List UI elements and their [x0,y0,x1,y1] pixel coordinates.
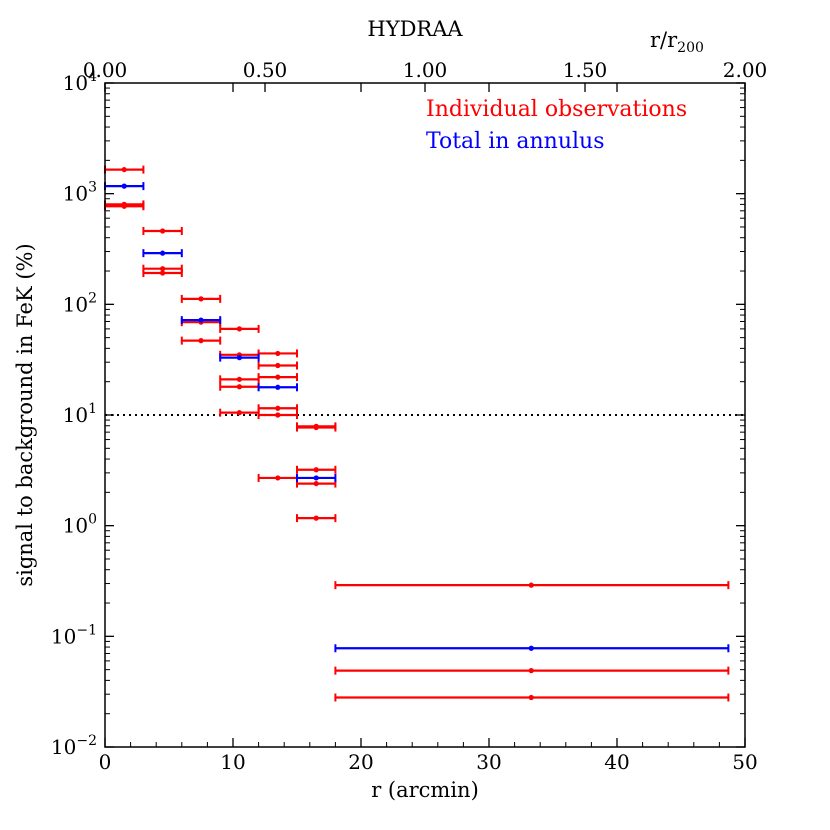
data-marker [528,668,534,674]
chart-title: HYDRAA [367,17,463,41]
data-marker [313,515,319,521]
data-point [257,373,298,382]
data-point [219,382,260,391]
y-axis-label: signal to background in FeK (%) [13,243,37,586]
data-point [296,423,337,432]
data-point [104,182,145,191]
data-marker [275,362,281,369]
data-marker [528,645,534,651]
data-point [257,411,298,419]
data-marker [198,296,204,302]
data-marker [275,405,281,411]
data-point [257,473,298,482]
data-marker [313,424,319,431]
data-marker [275,374,281,380]
y-tick-label: 10−2 [51,733,97,759]
data-marker [275,412,281,418]
data-point [180,294,222,303]
data-marker [160,270,166,276]
x-tick-label: 50 [732,750,757,774]
series-individual-observations [104,165,730,702]
data-marker [121,203,127,209]
y-tick-label: 10−1 [51,622,97,648]
data-point [142,226,183,235]
top-axis-label-main: r/r [650,28,678,52]
data-marker [236,410,242,416]
x-tick-label: 20 [348,750,373,774]
data-point [296,514,337,523]
data-marker [160,228,166,234]
data-marker [236,376,242,382]
data-point [219,375,260,384]
y-tick-label: 100 [63,512,97,538]
top-axis-label-sub: 200 [677,40,704,56]
y-tick-label: 101 [63,401,97,427]
data-marker [528,582,534,588]
data-marker [236,384,242,390]
x-tick-label: 40 [604,750,629,774]
data-marker [236,326,242,332]
top-tick-label: 2.00 [723,58,768,82]
data-point [296,473,337,482]
top-tick-label: 0.50 [243,58,288,82]
series-total-in-annulus [104,182,730,653]
data-point [219,353,260,362]
y-tick-label: 104 [63,69,97,95]
data-point [180,336,222,345]
data-marker [121,166,127,173]
data-marker [313,467,319,473]
data-marker [313,480,319,487]
data-point [257,349,298,358]
legend-entry-individual: Individual observations [426,97,687,122]
data-marker [313,475,319,481]
x-tick-label: 30 [476,750,501,774]
data-point [257,361,298,370]
x-tick-label: 10 [220,750,245,774]
data-point [257,383,298,392]
y-tick-label: 103 [63,180,97,206]
top-tick-label: 0.00 [83,58,128,82]
data-point [142,249,183,258]
data-marker [198,338,204,344]
data-marker [528,694,534,701]
data-point [334,693,730,702]
legend: Individual observations Total in annulus [426,97,687,154]
data-point [296,479,337,488]
data-point [296,465,337,474]
data-marker [198,317,204,323]
data-marker [236,355,242,361]
data-marker [275,475,281,481]
data-marker [275,384,281,390]
data-point [334,666,730,675]
data-marker [121,183,127,189]
y-tick-label: 102 [63,290,97,316]
data-marker [160,266,166,272]
data-marker [160,250,166,256]
x-tick-label: 0 [99,750,112,774]
top-tick-label: 1.00 [403,58,448,82]
plot-frame [104,82,746,748]
data-marker [275,350,281,357]
data-point [142,268,183,277]
data-point [334,644,730,653]
legend-entry-total: Total in annulus [426,129,605,154]
data-point [334,581,730,590]
data-point [180,316,222,325]
top-tick-label: 1.50 [563,58,608,82]
data-point [104,165,145,174]
data-point [257,404,298,413]
top-axis-label: r/r200 [650,28,704,56]
data-point [219,324,260,333]
x-axis-label: r (arcmin) [371,778,479,802]
